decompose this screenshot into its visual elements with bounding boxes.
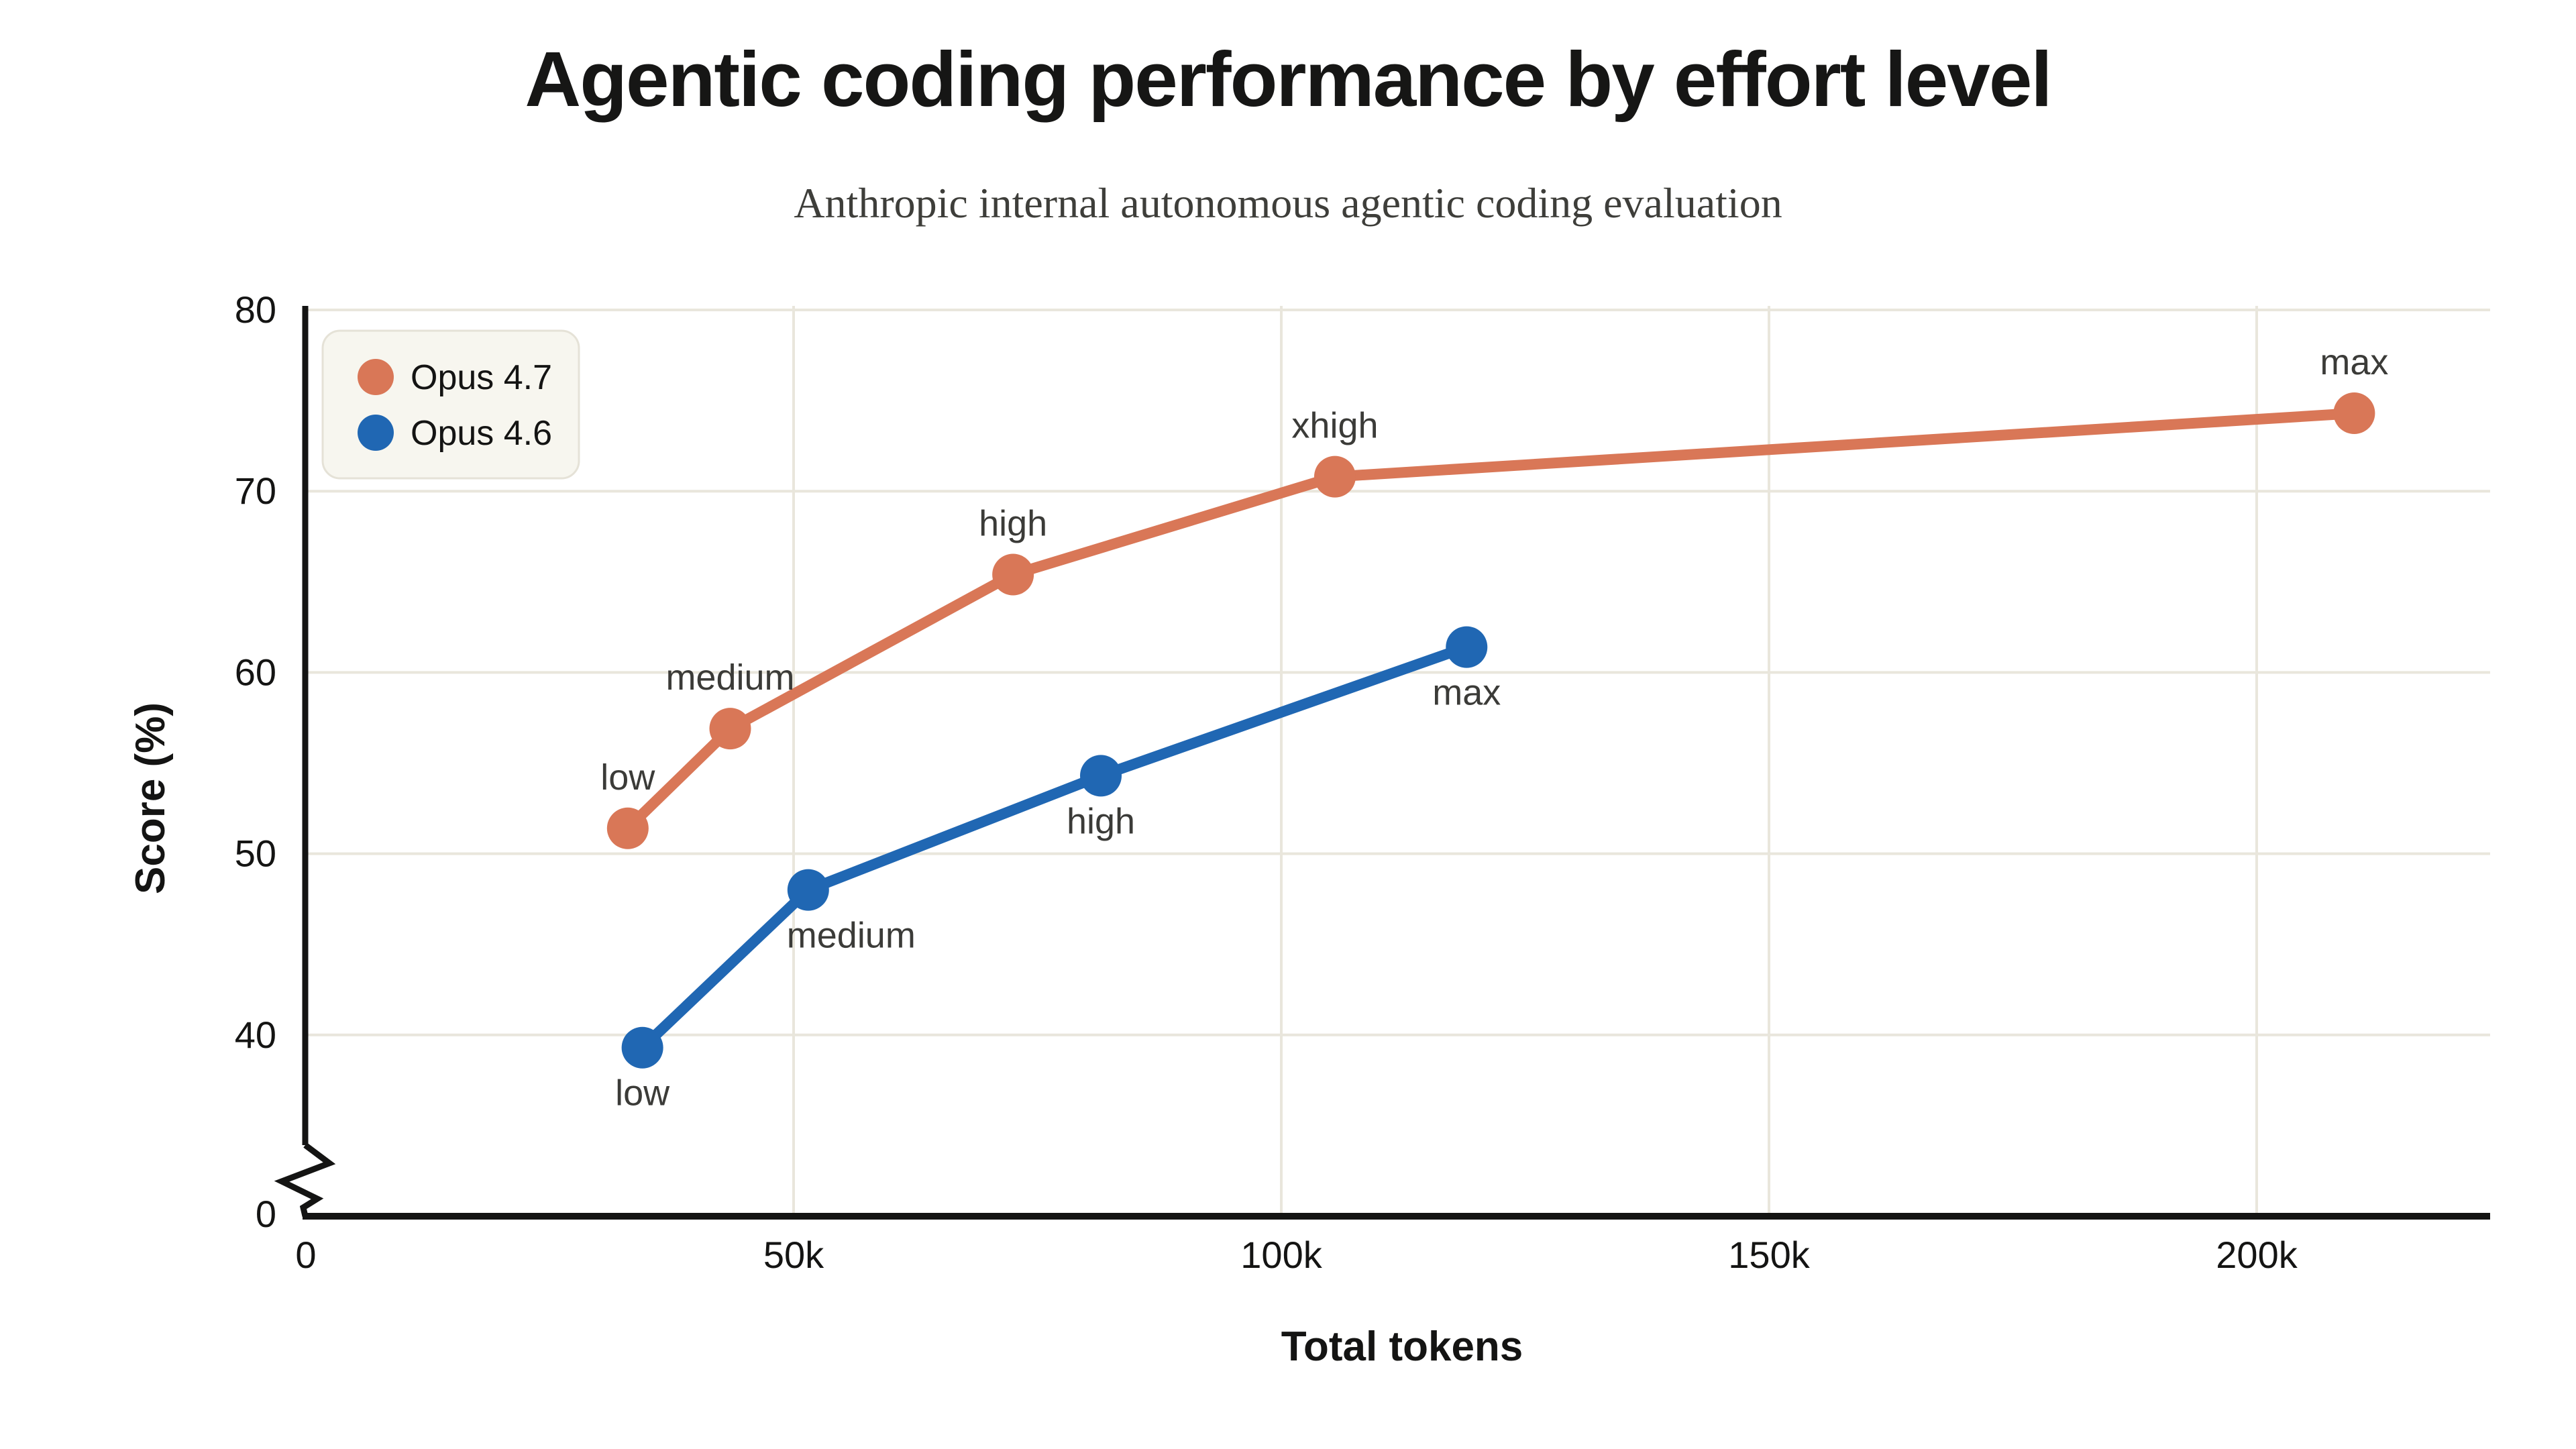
data-point-high [992,553,1034,596]
x-axis-title: Total tokens [1281,1324,1523,1370]
chart-subtitle: Anthropic internal autonomous agentic co… [794,179,1782,227]
data-point-low [606,807,649,849]
x-tick-label: 200k [2216,1234,2298,1276]
series-line-opus-4-7 [622,408,2360,834]
y-tick-label: 50 [235,833,276,875]
data-point-high [1080,755,1122,797]
data-point-xhigh [1313,455,1356,498]
data-point-medium [787,869,829,911]
y-tick-label: 60 [235,651,276,693]
data-series [606,392,2375,1069]
y-tick-label: 80 [235,288,276,331]
data-point-max [2333,392,2375,435]
legend-label-opus-4-6: Opus 4.6 [411,414,552,453]
data-point-max [1446,626,1488,668]
data-point-low [621,1026,663,1069]
point-label-max: max [2320,342,2388,382]
legend: Opus 4.7 Opus 4.6 [321,329,580,480]
point-label-low: low [615,1073,670,1114]
y-axis-title: Score (%) [127,702,174,894]
point-label-low: low [600,757,655,798]
point-label-medium: medium [665,657,794,698]
y-tick-label: 40 [235,1014,276,1056]
legend-label-opus-4-7: Opus 4.7 [411,358,552,397]
x-tick-label: 150k [1728,1234,1810,1276]
axes [274,306,2490,1220]
series-line-opus-4-6 [637,641,1472,1053]
x-tick-label: 100k [1240,1234,1322,1276]
point-label-high: high [979,503,1047,543]
point-label-medium: medium [787,916,916,956]
y-tick-label: 70 [235,470,276,512]
chart-title: Agentic coding performance by effort lev… [525,36,2051,123]
legend-box [321,329,580,480]
point-label-max: max [1432,673,1501,713]
data-point-medium [709,708,751,750]
x-tick-label: 50k [763,1234,824,1276]
point-label-high: high [1067,801,1135,841]
x-tick-label: 0 [295,1234,316,1276]
tick-labels: 40 50 60 70 80 00 50k 100k 150k 200k [235,288,2298,1276]
legend-marker-opus-4-6 [358,415,394,451]
point-annotations: low medium high xhigh max low medium high max [600,342,2388,1114]
point-label-xhigh: xhigh [1291,406,1378,446]
legend-marker-opus-4-7 [358,359,394,395]
y-axis-break-icon [274,1142,336,1218]
y-tick-label-zero: 0 [256,1193,276,1235]
